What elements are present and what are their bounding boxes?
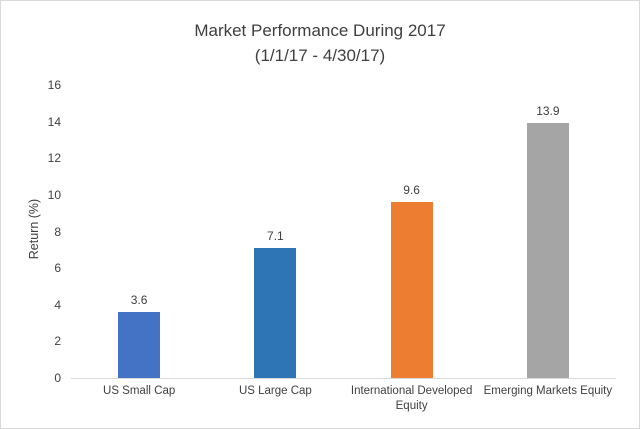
y-tick-label: 10 (47, 187, 61, 202)
x-axis-label-us-small-cap: US Small Cap (103, 385, 176, 397)
y-tick-label: 12 (47, 151, 61, 166)
bar-emerging-markets-equity (526, 123, 569, 378)
y-tick-label: 2 (54, 334, 61, 349)
chart-subtitle: (1/1/17 - 4/30/17) (254, 46, 386, 65)
value-label-emerging-markets-equity: 13.9 (536, 104, 560, 119)
y-tick-label: 4 (54, 297, 61, 312)
x-axis-label-emerging-markets-equity: Emerging Markets Equity (483, 385, 613, 397)
y-tick-label: 6 (54, 261, 61, 276)
value-label-international-developed-equity: 9.6 (403, 183, 420, 198)
y-tick-label: 8 (54, 224, 61, 239)
chart-title: Market Performance During 2017 (194, 21, 446, 40)
y-tick-label: 16 (47, 78, 61, 92)
bar-us-small-cap (118, 312, 161, 378)
plot-area: 3.6 7.1 9.6 13.9 (71, 85, 616, 379)
y-tick-label: 14 (47, 114, 61, 129)
bar-us-large-cap (254, 247, 297, 378)
value-label-us-small-cap: 3.6 (130, 293, 148, 308)
x-axis-label-international-developed-equity: International Developed Equity (350, 385, 473, 412)
bar-international-developed-equity (390, 202, 433, 378)
x-axis-label-us-large-cap: US Large Cap (238, 385, 312, 397)
value-label-us-large-cap: 7.1 (267, 228, 284, 243)
y-tick-label: 0 (54, 371, 61, 385)
